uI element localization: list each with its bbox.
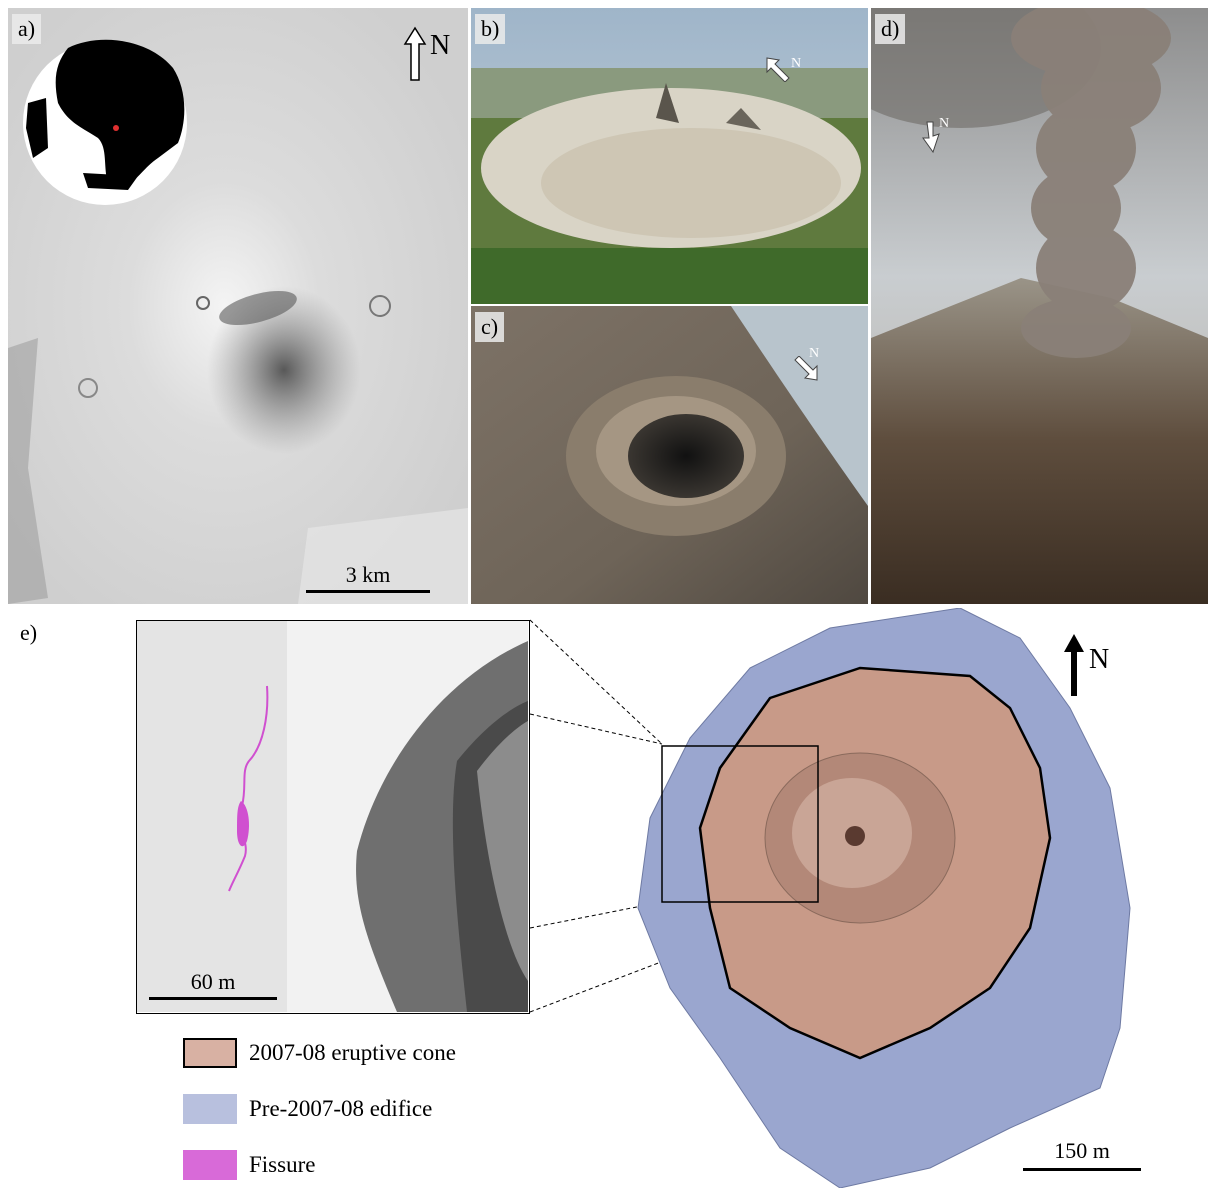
panel-c-north-label: N: [809, 346, 820, 361]
legend-item-eruptive-cone: 2007-08 eruptive cone: [183, 1038, 456, 1068]
north-arrow-icon: [766, 57, 790, 82]
panel-a-label: a): [12, 14, 42, 44]
panel-a-scale-label: 3 km: [345, 562, 391, 587]
panel-b-photo: b) N: [471, 8, 868, 304]
panel-e-inset-map: 60 m: [136, 620, 530, 1014]
legend-label: Fissure: [249, 1152, 316, 1177]
panel-d-label: d): [875, 14, 906, 44]
panel-e-map-scale-bar: [1023, 1168, 1141, 1171]
panel-d-north-label: N: [939, 116, 950, 131]
legend-swatch: [183, 1094, 237, 1124]
crater-photo: [471, 8, 868, 304]
legend-label: Pre-2007-08 edifice: [249, 1096, 433, 1121]
panel-a-scale-bar: [306, 590, 430, 593]
panel-a-hillshade-map: a) N 3 km: [8, 8, 468, 604]
panel-e-main-map: [637, 608, 1131, 1188]
legend-item-fissure: Fissure: [183, 1150, 315, 1180]
panel-e-label: e): [20, 620, 38, 645]
hillshade-image: [8, 8, 468, 604]
legend-swatch: [183, 1150, 237, 1180]
panel-e-north-label: N: [1089, 644, 1110, 675]
inset-hillshade: [137, 621, 528, 1012]
panel-e-inset-scale-label: 60 m: [190, 969, 236, 994]
north-arrow-icon: [794, 356, 818, 381]
north-arrow-icon: [922, 121, 940, 154]
panel-b-label: b): [475, 14, 506, 44]
north-arrow-icon: [1064, 634, 1084, 696]
legend-label: 2007-08 eruptive cone: [249, 1040, 456, 1065]
panel-d-photo: d) N: [871, 8, 1208, 604]
north-arrow-icon: [403, 26, 427, 81]
panel-b-north-label: N: [791, 56, 802, 71]
legend-swatch: [183, 1038, 237, 1068]
panel-a-north-label: N: [430, 30, 451, 61]
inset-extent-box: [661, 745, 819, 903]
eruption-photo: [871, 8, 1208, 604]
legend-item-edifice: Pre-2007-08 edifice: [183, 1094, 432, 1124]
location-marker: [113, 125, 119, 131]
panel-c-label: c): [475, 312, 505, 342]
panel-e-map-scale-label: 150 m: [1054, 1138, 1110, 1163]
panel-c-photo: c) N: [471, 306, 868, 604]
cone-crater-photo: [471, 306, 868, 604]
central-vent: [845, 826, 865, 846]
panel-e-inset-scale-bar: [149, 997, 277, 1000]
fissure-area: [237, 801, 249, 847]
